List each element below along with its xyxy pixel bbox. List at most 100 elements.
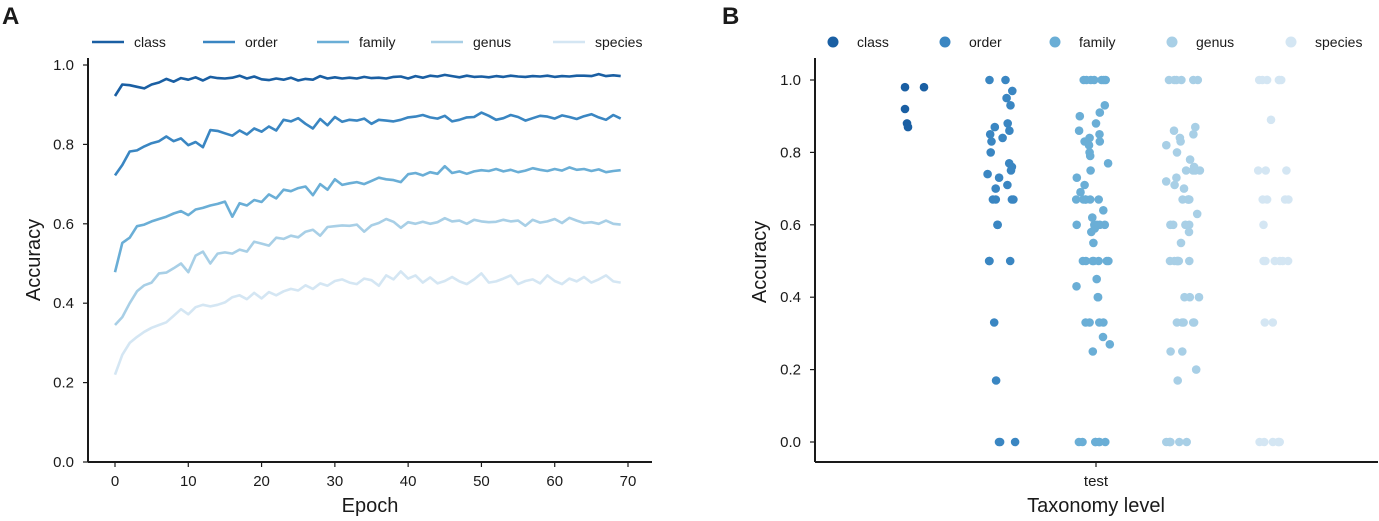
panel-b-point-order: [994, 173, 1004, 182]
panel-b-point-order: [986, 148, 995, 157]
panel-b-point-order: [1006, 166, 1016, 175]
panel-b-y-tick-label: 0.6: [780, 217, 801, 234]
panel-b-legend-swatch-genus: [1166, 36, 1178, 48]
panel-a-x-tick-label: 20: [253, 473, 270, 490]
panel-a-x-tick-label: 70: [620, 473, 637, 490]
panel-a-y-tick-label: 0.4: [53, 295, 74, 312]
panel-b-legend-label-species: species: [1315, 34, 1362, 50]
panel-a-line-order: [113, 111, 622, 177]
panel-b-point-order: [1001, 75, 1010, 85]
panel-b-point-genus: [1189, 130, 1198, 139]
panel-b-point-family: [1091, 119, 1101, 128]
panel-b-point-species: [1284, 195, 1293, 204]
panel-b-point-class: [903, 122, 913, 132]
panel-b-point-family: [1079, 195, 1088, 204]
panel-b-point-genus: [1176, 238, 1186, 248]
panel-a-y-ticks: 0.0 0.2 0.4 0.6 0.8 1.0: [53, 57, 88, 471]
panel-b-legend-label-genus: genus: [1196, 34, 1234, 50]
panel-a-legend-label-class: class: [134, 34, 166, 50]
panel-b-point-family: [1095, 437, 1104, 447]
panel-a-y-tick-label: 0.2: [53, 375, 74, 392]
panel-b-point-genus: [1181, 166, 1191, 175]
panel-b-legend-swatch-order: [939, 36, 951, 48]
panel-b-point-genus: [1172, 75, 1181, 85]
panel-b-point-genus: [1173, 376, 1182, 385]
panel-b-point-family: [1080, 180, 1089, 190]
panel-b-point-family: [1087, 227, 1096, 237]
panel-b-x-tick-test: test: [1084, 473, 1109, 490]
panel-b-point-order: [994, 437, 1004, 447]
panel-b-point-genus: [1194, 292, 1204, 302]
panel-b-point-order: [993, 220, 1002, 230]
panel-b-point-genus: [1172, 173, 1181, 182]
panel-b-y-tick-label: 0.4: [780, 289, 801, 306]
panel-b-point-order: [987, 137, 996, 146]
panel-b-point-genus: [1181, 220, 1190, 230]
panel-b-point-family: [1103, 159, 1113, 168]
panel-b-point-genus: [1176, 137, 1185, 146]
panel-b-point-family: [1100, 101, 1110, 110]
panel-b-points: [900, 75, 1293, 447]
panel-b-point-genus: [1173, 256, 1182, 266]
panel-a-y-tick-label: 1.0: [53, 57, 74, 74]
panel-b-point-species: [1253, 166, 1263, 175]
panel-a-x-tick-label: 0: [111, 473, 119, 490]
panel-b-point-order: [990, 122, 1000, 132]
panel-b-point-family: [1098, 332, 1108, 342]
panel-b-point-species: [1282, 166, 1291, 175]
panel-b-point-order: [1002, 93, 1011, 103]
panel-b-point-family: [1072, 282, 1081, 291]
panel-a-line-class: [113, 72, 621, 97]
panel-b-point-order: [985, 130, 995, 139]
panel-a-series-lines: [113, 72, 622, 376]
panel-b-point-family: [1094, 195, 1103, 204]
panel-b: B class order family genus species 0.0 0.2 0.4…: [722, 3, 1378, 517]
panel-b-point-family: [1089, 238, 1098, 248]
panel-a-x-tick-label: 50: [473, 473, 490, 490]
panel-b-point-genus: [1172, 148, 1182, 157]
panel-b-point-family: [1095, 130, 1104, 139]
panel-b-legend-swatch-species: [1285, 36, 1297, 48]
panel-a-x-tick-label: 30: [327, 473, 344, 490]
panel-a-x-ticks: 0 10 20 30 40 50 60 70: [111, 462, 637, 490]
panel-b-point-family: [1085, 195, 1095, 204]
panel-b-point-genus: [1185, 292, 1195, 302]
panel-b-point-species: [1258, 195, 1267, 204]
panel-b-point-family: [1074, 437, 1084, 447]
panel-b-point-family: [1095, 108, 1105, 117]
panel-b-point-genus: [1191, 122, 1200, 132]
panel-b-point-family: [1105, 340, 1115, 349]
panel-b-y-tick-label: 1.0: [780, 72, 801, 89]
panel-b-y-tick-label: 0.0: [780, 434, 801, 451]
panel-b-point-family: [1085, 151, 1095, 161]
panel-b-point-species: [1278, 256, 1288, 266]
panel-b-point-family: [1088, 347, 1098, 356]
panel-a-legend-label-genus: genus: [473, 34, 511, 50]
panel-b-point-family: [1102, 256, 1112, 266]
panel-b-point-genus: [1170, 180, 1179, 190]
panel-b-point-genus: [1189, 75, 1198, 85]
panel-b-point-family: [1099, 75, 1109, 85]
panel-b-point-genus: [1179, 184, 1189, 193]
panel-a-legend-label-species: species: [595, 34, 642, 50]
panel-b-legend-label-class: class: [857, 34, 889, 50]
panel-b-point-order: [1005, 256, 1015, 266]
panel-b-point-family: [1082, 75, 1091, 85]
panel-b-point-species: [1268, 318, 1278, 327]
panel-b-point-family: [1089, 256, 1098, 266]
panel-b-point-genus: [1166, 347, 1175, 356]
panel-b-point-species: [1259, 220, 1268, 230]
panel-b-point-family: [1076, 187, 1085, 197]
panel-b-point-order: [985, 75, 994, 85]
panel-b-point-order: [1005, 126, 1014, 135]
panel-b-point-genus: [1192, 209, 1202, 219]
panel-a-y-tick-label: 0.0: [53, 454, 74, 471]
panel-b-point-family: [1072, 173, 1082, 182]
panel-b-point-class: [900, 104, 910, 114]
panel-b-point-order: [991, 195, 1001, 204]
panel-b-point-family: [1084, 140, 1094, 150]
panel-b-point-family: [1071, 195, 1081, 204]
panel-a-line-family: [113, 164, 621, 273]
panel-b-y-tick-label: 0.2: [780, 362, 801, 379]
